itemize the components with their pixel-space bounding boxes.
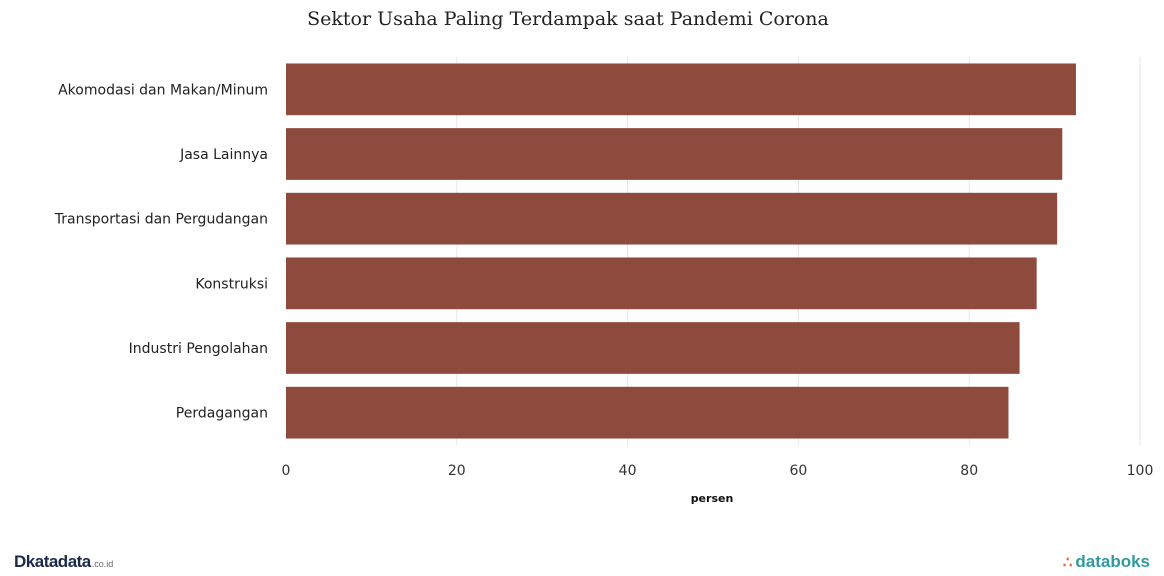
bar: [286, 63, 1076, 116]
x-tick-label: 40: [619, 463, 637, 479]
bar: [286, 192, 1058, 245]
katadata-logo-text: katadata: [25, 552, 91, 571]
katadata-logo: D katadata .co.id: [14, 552, 113, 572]
katadata-logo-mark: D: [14, 552, 26, 571]
bar: [286, 386, 1009, 439]
chart-title: Sektor Usaha Paling Terdampak saat Pande…: [307, 8, 829, 30]
databoks-icon: ∴: [1062, 554, 1073, 571]
bar: [286, 322, 1020, 374]
x-tick-label: 100: [1127, 463, 1154, 479]
gridlines: [456, 57, 1141, 445]
x-tick-label: 0: [282, 463, 291, 479]
bar: [286, 257, 1037, 310]
x-tick-label: 20: [448, 463, 466, 479]
bar: [286, 128, 1063, 180]
bars: [286, 63, 1076, 439]
databoks-logo: ∴ databoks: [1063, 552, 1150, 572]
category-label: Industri Pengolahan: [129, 341, 268, 357]
x-axis-ticks: 0 20 40 60 80 100: [282, 463, 1154, 479]
x-tick-label: 60: [789, 463, 807, 479]
category-label: Jasa Lainnya: [179, 147, 268, 163]
category-label: Konstruksi: [195, 276, 268, 292]
category-label: Akomodasi dan Makan/Minum: [58, 82, 268, 98]
category-label: Transportasi dan Pergudangan: [54, 212, 268, 228]
katadata-logo-suffix: .co.id: [91, 559, 114, 569]
category-label: Perdagangan: [176, 406, 268, 422]
databoks-logo-text: databoks: [1075, 552, 1150, 571]
x-tick-label: 80: [960, 463, 978, 479]
category-labels: Akomodasi dan Makan/Minum Jasa Lainnya Tra…: [54, 82, 268, 421]
x-axis-title: persen: [691, 492, 734, 505]
